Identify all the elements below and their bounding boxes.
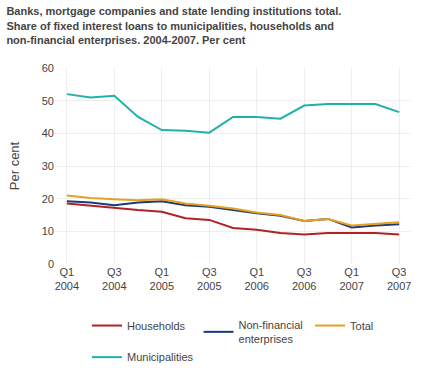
svg-text:Q32006: Q32006 <box>292 266 316 292</box>
svg-text:Municipalities: Municipalities <box>127 351 194 363</box>
svg-text:20: 20 <box>42 193 54 205</box>
svg-text:Q12006: Q12006 <box>244 266 268 292</box>
svg-text:60: 60 <box>42 62 54 74</box>
svg-text:30: 30 <box>42 160 54 172</box>
svg-text:Q32007: Q32007 <box>387 266 411 292</box>
svg-text:10: 10 <box>42 225 54 237</box>
svg-text:Banks, mortgage companies and: Banks, mortgage companies and state lend… <box>6 5 341 46</box>
svg-text:Q32004: Q32004 <box>102 266 126 292</box>
svg-text:Total: Total <box>350 320 373 332</box>
svg-text:Households: Households <box>127 320 186 332</box>
svg-text:Per cent: Per cent <box>7 141 22 190</box>
svg-text:Q12004: Q12004 <box>55 266 79 292</box>
svg-text:Q32005: Q32005 <box>197 266 221 292</box>
svg-text:0: 0 <box>48 258 54 270</box>
svg-text:Q12007: Q12007 <box>339 266 363 292</box>
svg-text:Q12005: Q12005 <box>150 266 174 292</box>
svg-text:40: 40 <box>42 127 54 139</box>
svg-text:50: 50 <box>42 95 54 107</box>
svg-text:Non-financialenterprises: Non-financialenterprises <box>239 319 303 345</box>
